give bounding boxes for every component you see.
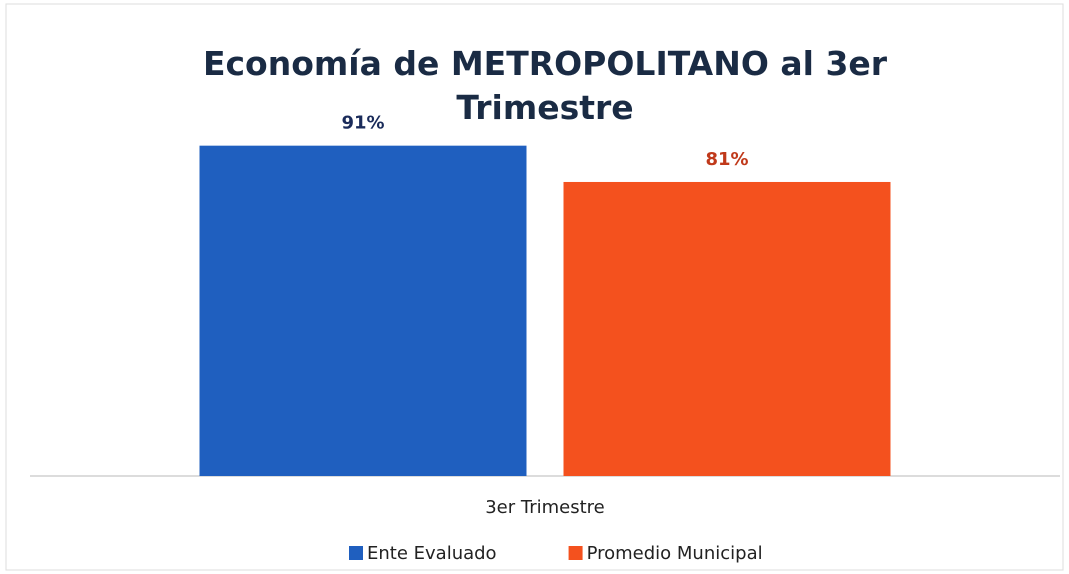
legend-swatch [568,546,583,560]
value-label: 91% [341,113,384,134]
legend-label: Promedio Municipal [587,543,763,564]
bar [563,181,891,476]
x-tick-label: 3er Trimestre [485,497,605,518]
value-label: 81% [705,149,748,170]
chart-title: Economía de METROPOLITANO al 3er Trimest… [202,44,888,127]
legend-label: Ente Evaluado [367,543,497,564]
legend-swatch [349,546,363,560]
chart-border [5,3,1064,571]
bar [199,145,527,477]
